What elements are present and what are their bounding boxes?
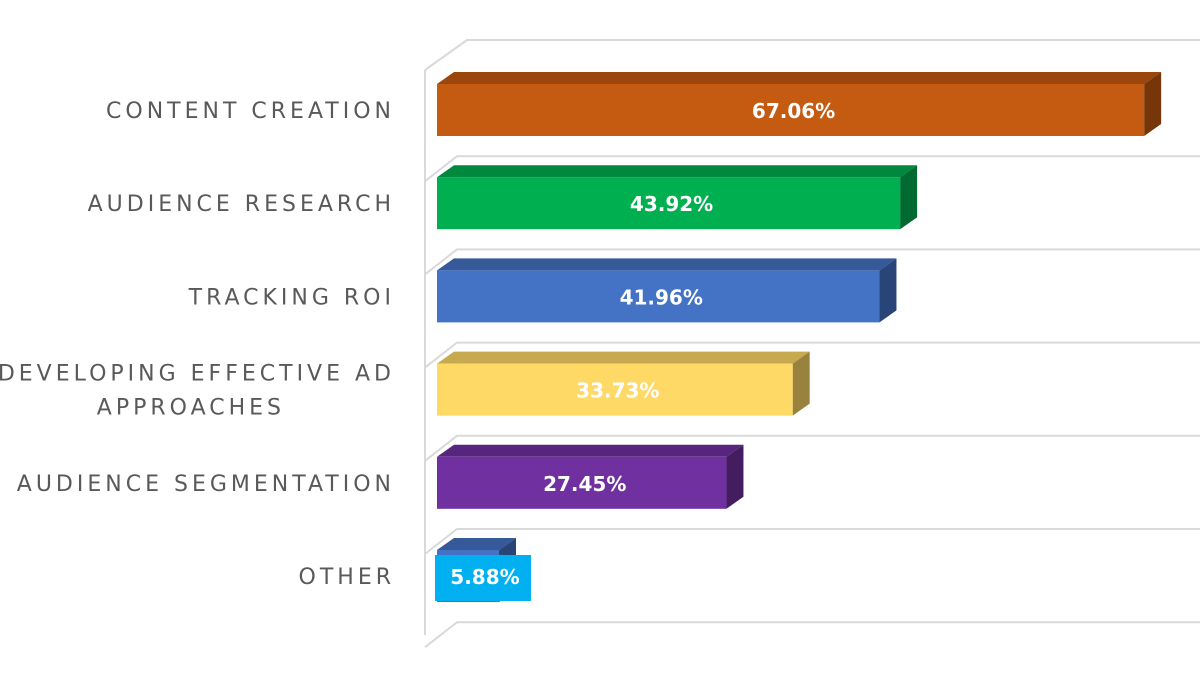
bar-0: 67.06%: [437, 72, 1162, 136]
bar-front-face: [437, 363, 793, 416]
grid-row-line: [424, 621, 1200, 648]
bar-top-face: [437, 165, 918, 178]
bar-front-face: [437, 270, 880, 323]
bar-top-face: [437, 258, 897, 271]
bar-front-face: [437, 177, 901, 230]
category-label: APPROACHES: [97, 396, 285, 421]
grid-row-line: [424, 155, 1200, 182]
data-label: 43.92%: [630, 192, 713, 216]
category-label: CONTENT CREATION: [106, 99, 395, 124]
grid: [424, 39, 1200, 648]
grid-row-line: [424, 528, 1200, 555]
bar-side-face: [1144, 72, 1162, 136]
category-label: AUDIENCE RESEARCH: [88, 192, 395, 217]
category-label: OTHER: [299, 565, 395, 590]
bar-front-face: [437, 84, 1145, 136]
bar-top-face: [437, 72, 1162, 84]
grid-row-line: [424, 434, 1200, 462]
data-label-box: [435, 555, 531, 601]
bar-top-face: [437, 538, 517, 550]
grid-row-line: [424, 341, 1200, 369]
bar-side-face: [726, 444, 744, 509]
bar-2: 41.96%: [437, 258, 897, 323]
bar-4: 27.45%: [437, 444, 744, 509]
data-label: 41.96%: [620, 285, 703, 309]
bar-side-face: [792, 351, 810, 416]
bar-front-face: [437, 456, 727, 509]
data-label: 33.73%: [576, 379, 659, 403]
bar-5: 5.88%: [435, 538, 531, 602]
category-label: TRACKING ROI: [188, 285, 395, 310]
data-label: 67.06%: [752, 99, 835, 123]
bar-side-face: [879, 258, 897, 323]
bar-top-face: [437, 444, 744, 457]
bar-top-face: [437, 351, 810, 364]
grid-row-line: [424, 248, 1200, 276]
bar-side-face: [900, 165, 918, 230]
data-label: 5.88%: [450, 565, 519, 589]
bar-1: 43.92%: [437, 165, 918, 230]
grid-top-edge: [424, 39, 1200, 71]
data-label: 27.45%: [543, 472, 626, 496]
category-label: AUDIENCE SEGMENTATION: [17, 472, 395, 497]
category-label: DEVELOPING EFFECTIVE AD: [0, 362, 395, 387]
category-labels: CONTENT CREATION AUDIENCE RESEARCH TRACKIN…: [0, 99, 395, 590]
bar-3: 33.73%: [437, 351, 810, 416]
bars: 67.06% 43.92% 41.96% 33.73% 27.45% 5.88%: [435, 72, 1162, 602]
